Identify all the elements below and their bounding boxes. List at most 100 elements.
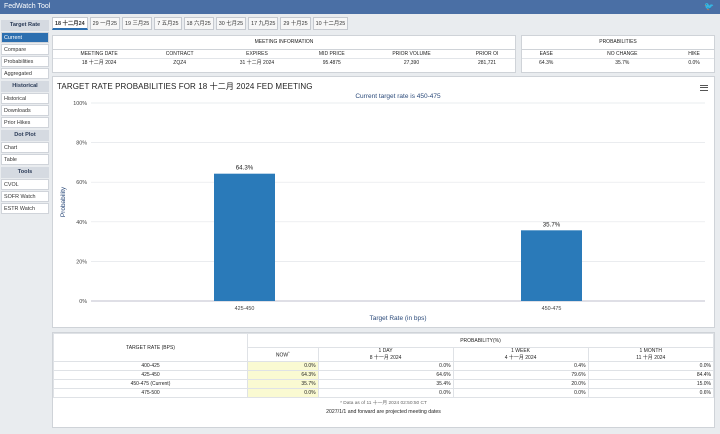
meeting-info-col-4: PRIOR VOLUME — [363, 49, 460, 59]
history-col-period: 1 MONTH — [639, 348, 663, 354]
sidebar-heading: Tools — [1, 167, 49, 178]
probability-col-2: HIKE — [674, 49, 714, 59]
y-tick-label: 80% — [76, 141, 87, 147]
sidebar-item-estr-watch[interactable]: ESTR Watch — [1, 203, 49, 214]
sidebar-heading: Dot Plot — [1, 130, 49, 141]
now-marker: * — [288, 350, 290, 356]
tab-meeting-7[interactable]: 17 九月25 — [248, 17, 279, 30]
sidebar-item-aggregated[interactable]: Aggregated — [1, 68, 49, 79]
row-1-week: 79.6% — [452, 370, 589, 380]
probability-header: PROBABILITY(%) — [247, 333, 714, 348]
y-axis-label: Probability — [60, 186, 67, 217]
meeting-info-val-4: 27,390 — [403, 59, 420, 66]
tab-meeting-3[interactable]: 19 三月25 — [121, 17, 153, 30]
x-axis-label: Target Rate (in bps) — [369, 315, 426, 322]
chart-menu-icon[interactable] — [700, 85, 708, 91]
meeting-info-col-3: MID PRICE — [299, 49, 364, 59]
history-col-date: 4 十一月 2024 — [504, 355, 537, 361]
meeting-info-panel: MEETING INFORMATION MEETING DATE CONTRACT… — [52, 35, 516, 73]
meeting-info-val-3: 95.4875 — [322, 59, 341, 66]
sidebar-item-cvol[interactable]: CVOL — [1, 179, 49, 190]
tab-meeting-9[interactable]: 10 十二月25 — [312, 17, 349, 30]
x-tick-label: 450-475 — [542, 306, 562, 312]
row-1-day: 0.0% — [317, 361, 454, 371]
sidebar-item-sofr-watch[interactable]: SOFR Watch — [1, 191, 49, 202]
row-1-day: 35.4% — [317, 379, 454, 389]
probabilities-title: PROBABILITIES — [522, 36, 714, 50]
meeting-info-col-5: PRIOR OI — [459, 49, 515, 59]
row-1-month: 0.0% — [587, 361, 715, 371]
probability-val-2: 0.0% — [688, 59, 700, 66]
sidebar-item-historical[interactable]: Historical — [1, 93, 49, 104]
bar-chart: Current target rate is 450-475 0% 20% 40% 60… — [60, 93, 705, 322]
app-title: FedWatch Tool — [4, 3, 51, 10]
probability-col-1: NO CHANGE — [570, 49, 675, 59]
row-now: 64.3% — [247, 370, 319, 380]
sidebar-item-prior-hikes[interactable]: Prior Hikes — [1, 117, 49, 128]
sidebar-heading: Historical — [1, 81, 49, 92]
y-tick-label: 60% — [76, 180, 87, 186]
row-1-day: 64.6% — [317, 370, 454, 380]
row-now: 0.0% — [247, 388, 319, 398]
y-tick-label: 0% — [79, 299, 87, 305]
history-col-period: 1 WEEK — [511, 348, 530, 354]
table-row: 475-500 0.0% 0.0% 0.0% 0.6% — [53, 388, 715, 398]
history-column-header: 1 WEEK 4 十一月 2024 — [452, 347, 589, 362]
row-target-rate: 450-475 (Current) — [53, 379, 248, 389]
row-1-month: 84.4% — [587, 370, 715, 380]
meeting-info-val-1: ZQZ4 — [173, 59, 187, 66]
table-footnote: * Data as of 11 十一月 2024 02:50:50 CT — [340, 401, 427, 406]
sidebar-item-compare[interactable]: Compare — [1, 44, 49, 55]
probabilities-panel: PROBABILITIES EASE NO CHANGE HIKE 64.3% 35.… — [521, 35, 715, 73]
sidebar: Target Rate Current Compare Probabilities Ag… — [1, 18, 49, 214]
projected-dates-note: 2027/1/1 and forward are projected meeti… — [326, 409, 441, 415]
table-row: 400-425 0.0% 0.0% 0.4% 0.0% — [53, 361, 715, 371]
probability-table-panel: TARGET RATE (BPS) PROBABILITY(%) NOW* 1 D… — [52, 332, 715, 428]
probability-val-1: 35.7% — [615, 59, 630, 66]
tab-meeting-2[interactable]: 29 一月25 — [89, 17, 120, 30]
row-1-day: 0.0% — [317, 388, 454, 398]
table-row: 425-450 64.3% 64.6% 79.6% 84.4% — [53, 370, 715, 380]
now-label: NOW — [275, 352, 289, 359]
history-col-date: 8 十一月 2024 — [369, 355, 402, 361]
row-1-month: 15.0% — [587, 379, 715, 389]
sidebar-item-current[interactable]: Current — [1, 32, 49, 43]
meeting-info-col-1: CONTRACT — [145, 49, 215, 59]
bar-450-475[interactable] — [521, 230, 582, 301]
bar-data-label: 35.7% — [543, 221, 561, 228]
y-tick-label: 20% — [76, 259, 87, 265]
row-target-rate: 475-500 — [53, 388, 248, 398]
history-column-header: 1 MONTH 11 十月 2024 — [587, 347, 715, 362]
meeting-info-title: MEETING INFORMATION — [53, 36, 515, 50]
meeting-info-val-2: 31 十二月 2024 — [239, 60, 275, 67]
meeting-info-col-2: EXPIRES — [214, 49, 300, 59]
tab-meeting-4[interactable]: 7 五月25 — [154, 17, 182, 30]
twitter-icon[interactable]: 🐦 — [704, 2, 714, 11]
sidebar-item-chart[interactable]: Chart — [1, 142, 49, 153]
chart-panel: TARGET RATE PROBABILITIES FOR 18 十二月 202… — [52, 76, 715, 328]
tab-meeting-8[interactable]: 29 十月25 — [280, 17, 311, 30]
history-col-period: 1 DAY — [378, 348, 393, 354]
row-now: 35.7% — [247, 379, 319, 389]
sidebar-heading: Target Rate — [1, 20, 49, 31]
meeting-info-col-0: MEETING DATE — [53, 49, 146, 59]
history-column-header: 1 DAY 8 十一月 2024 — [317, 347, 454, 362]
meeting-info-val-5: 281,721 — [478, 59, 497, 66]
bar-425-450[interactable] — [214, 173, 275, 301]
target-rate-header: TARGET RATE (BPS) — [53, 333, 248, 362]
tab-meeting-6[interactable]: 30 七月25 — [215, 17, 247, 30]
row-target-rate: 400-425 — [53, 361, 248, 371]
tab-meeting-1[interactable]: 18 十二月24 — [52, 17, 88, 30]
sidebar-item-downloads[interactable]: Downloads — [1, 105, 49, 116]
sidebar-item-table[interactable]: Table — [1, 154, 49, 165]
probability-val-0: 64.3% — [539, 59, 554, 66]
chart-title: TARGET RATE PROBABILITIES FOR 18 十二月 202… — [57, 82, 313, 91]
sidebar-item-probabilities[interactable]: Probabilities — [1, 56, 49, 67]
row-1-week: 0.0% — [452, 388, 589, 398]
tab-meeting-5[interactable]: 18 六月25 — [183, 17, 214, 30]
meeting-tabs: 18 十二月24 29 一月25 19 三月25 7 五月25 18 六月25 30 七月… — [52, 17, 349, 30]
row-1-week: 20.0% — [452, 379, 589, 389]
chart-subtitle: Current target rate is 450-475 — [355, 93, 441, 100]
row-target-rate: 425-450 — [53, 370, 248, 380]
row-1-week: 0.4% — [452, 361, 589, 371]
